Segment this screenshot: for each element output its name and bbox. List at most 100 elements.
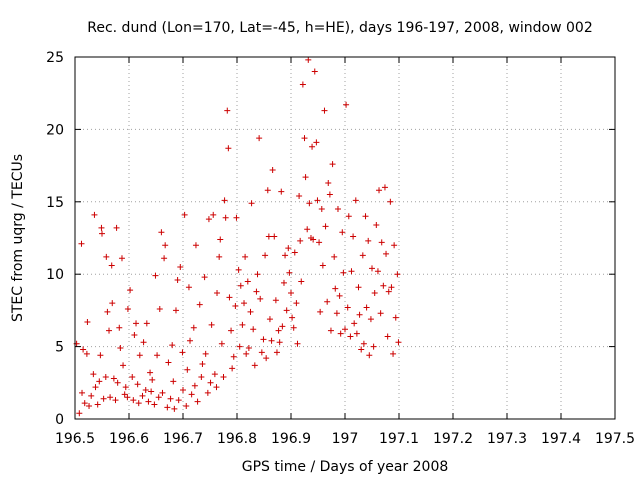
data-point — [264, 187, 271, 194]
data-point — [109, 300, 116, 307]
data-point — [383, 250, 390, 257]
data-point — [98, 224, 105, 231]
data-point — [154, 352, 161, 359]
data-point — [84, 318, 91, 325]
data-point — [291, 249, 298, 256]
data-point — [343, 101, 350, 108]
data-point — [271, 233, 278, 240]
data-point — [207, 379, 214, 386]
data-point — [192, 242, 199, 249]
y-tick-label: 20 — [46, 122, 64, 138]
data-point — [80, 346, 87, 353]
data-point — [253, 288, 260, 295]
data-point — [257, 295, 264, 302]
y-tick-labels: 0 5 10 15 20 25 — [46, 50, 64, 428]
data-point — [118, 255, 125, 262]
data-point — [318, 206, 325, 213]
data-point — [250, 326, 257, 333]
data-point — [310, 236, 317, 243]
data-point — [304, 226, 311, 233]
y-axis-label: STEC from uqrg / TECUs — [10, 154, 26, 322]
y-tick-label: 5 — [55, 340, 64, 356]
data-point — [83, 350, 90, 357]
data-point — [245, 345, 252, 352]
data-point — [187, 337, 194, 344]
data-point — [321, 107, 328, 114]
data-point — [171, 405, 178, 412]
data-point — [258, 349, 265, 356]
data-point — [325, 179, 332, 186]
data-point — [279, 323, 286, 330]
data-point — [391, 242, 398, 249]
x-tick-label: 197.3 — [487, 431, 527, 447]
data-point — [331, 253, 338, 260]
data-point — [360, 340, 367, 347]
data-point — [108, 262, 115, 269]
data-point — [254, 271, 261, 278]
data-point — [371, 290, 378, 297]
data-point — [130, 397, 137, 404]
data-point — [127, 287, 134, 294]
data-point — [191, 382, 198, 389]
data-point — [333, 310, 340, 317]
data-point — [316, 239, 323, 246]
data-point — [348, 268, 355, 275]
data-point — [230, 353, 237, 360]
data-point — [177, 263, 184, 270]
data-point — [226, 294, 233, 301]
x-tick-label: 196.8 — [217, 431, 257, 447]
data-point — [76, 410, 83, 417]
data-point — [147, 369, 154, 376]
data-point — [285, 245, 292, 252]
data-point — [374, 268, 381, 275]
data-point — [174, 276, 181, 283]
x-tick-label: 196.5 — [55, 431, 95, 447]
data-point — [184, 366, 191, 373]
data-point — [232, 303, 239, 310]
data-point — [242, 253, 249, 260]
data-point — [243, 350, 250, 357]
data-point — [394, 271, 401, 278]
data-point — [145, 398, 152, 405]
x-tick-label: 197 — [332, 431, 359, 447]
data-point — [313, 139, 320, 146]
x-tick-label: 196.9 — [271, 431, 311, 447]
data-point — [297, 237, 304, 244]
data-point — [112, 397, 119, 404]
data-point — [283, 307, 290, 314]
data-point — [116, 324, 123, 331]
data-point — [262, 252, 269, 259]
data-point — [91, 211, 98, 218]
y-tick-label: 10 — [46, 267, 64, 283]
data-point — [202, 350, 209, 357]
data-point — [342, 326, 348, 333]
data-point — [122, 384, 129, 391]
data-point — [352, 197, 359, 204]
data-point — [124, 394, 131, 401]
data-point — [336, 292, 343, 299]
data-point — [214, 290, 221, 297]
data-point — [387, 198, 394, 205]
data-point — [151, 401, 158, 408]
data-point — [120, 362, 127, 369]
x-tick-label: 197.1 — [379, 431, 419, 447]
data-point — [324, 298, 331, 305]
data-point — [275, 327, 282, 334]
data-point — [236, 343, 243, 350]
grid — [75, 57, 615, 419]
data-point — [165, 359, 172, 366]
data-point — [175, 397, 182, 404]
data-point — [180, 387, 186, 394]
data-point — [110, 375, 117, 382]
data-point — [296, 193, 303, 200]
data-point — [196, 301, 203, 308]
data-point — [208, 321, 215, 328]
data-point — [100, 395, 107, 402]
data-point — [278, 188, 285, 195]
data-point — [181, 211, 188, 218]
data-point — [380, 282, 387, 289]
data-point — [124, 305, 131, 312]
data-point — [121, 391, 128, 398]
data-point — [220, 374, 227, 381]
data-point — [172, 307, 179, 314]
